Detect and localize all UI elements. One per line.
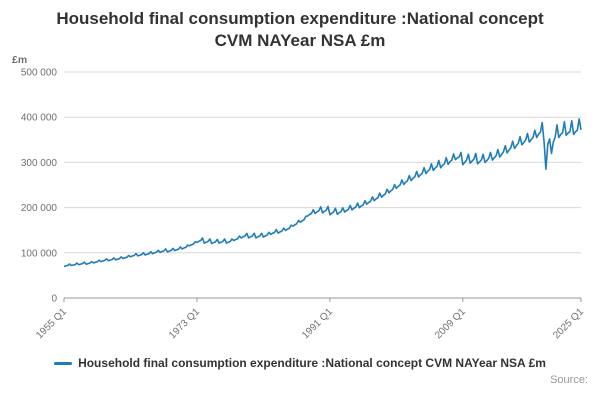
y-tick-label: 0 [51,294,57,305]
y-tick-label: 500 000 [21,68,58,79]
y-tick-label: 100 000 [21,248,58,259]
legend-label: Household final consumption expenditure … [78,356,546,370]
source-label: Source: [550,374,588,386]
series-line [63,118,582,268]
chart-title: Household final consumption expenditure … [0,0,600,52]
legend-line-marker [54,361,73,365]
y-tick-label: 300 000 [21,158,58,169]
x-tick-label: 2025 Q1 [551,306,586,341]
legend-item[interactable]: Household final consumption expenditure … [0,356,600,370]
chart-title-line2: CVM NAYear NSA £m [214,31,386,50]
line-chart: 0 100 000 200 000 300 000 400 000 500 000 £m 19… [12,54,586,341]
y-tick-label: 400 000 [21,113,58,124]
y-axis-unit-label: £m [12,54,27,66]
x-tick-label: 1991 Q1 [300,306,335,341]
x-tick-label: 1955 Q1 [34,306,69,341]
y-tick-label: 200 000 [21,203,58,214]
x-tick-label: 2009 Q1 [433,306,468,341]
x-tick-label: 1973 Q1 [167,306,202,341]
chart-title-line1: Household final consumption expenditure … [56,9,544,28]
